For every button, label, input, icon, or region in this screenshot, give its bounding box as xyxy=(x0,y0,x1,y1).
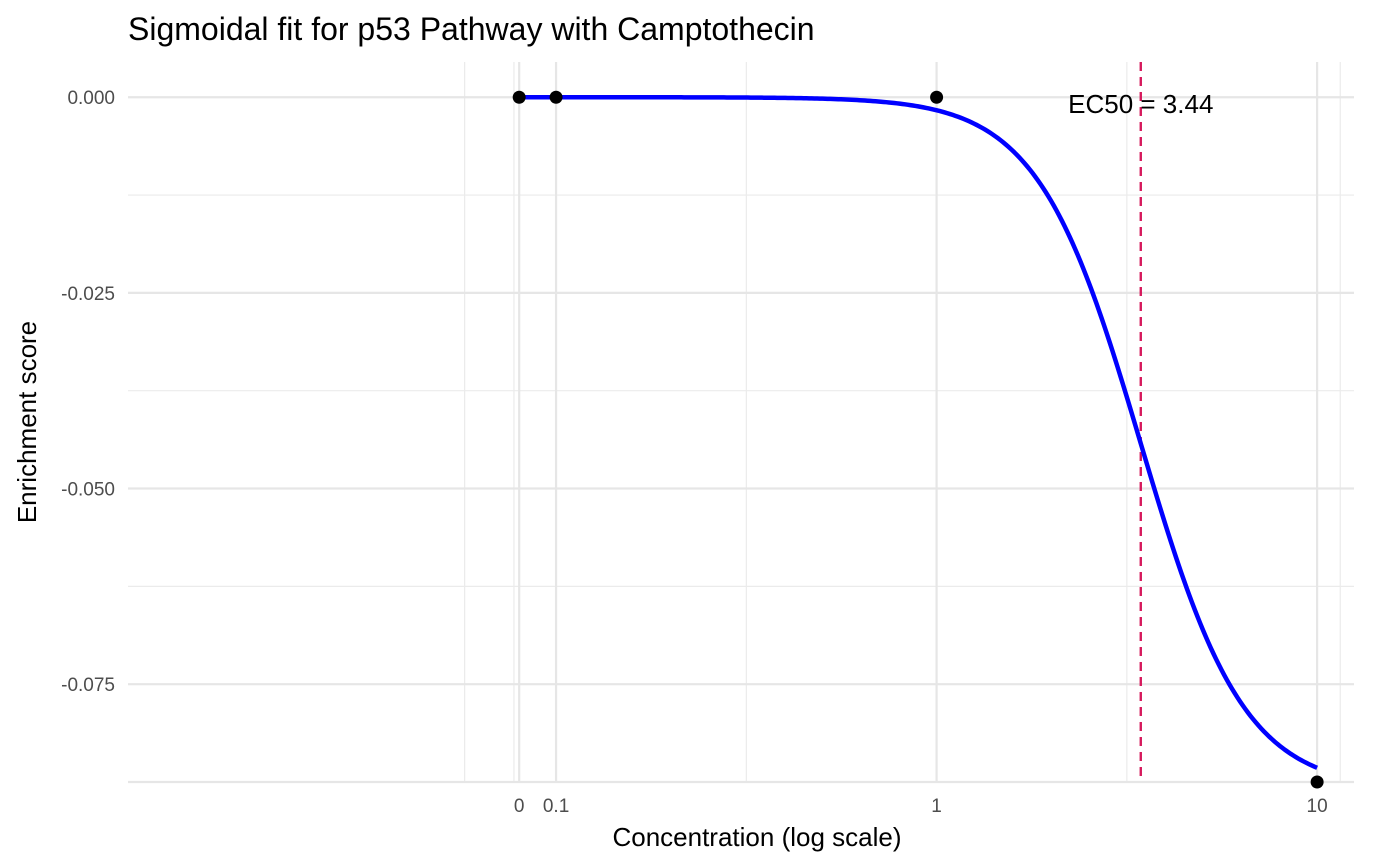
minor-gridlines xyxy=(128,62,1354,782)
x-tick-label: 1 xyxy=(931,796,942,817)
x-tick-label: 0 xyxy=(514,796,525,817)
data-point xyxy=(1310,775,1324,789)
x-tick-label: 0.1 xyxy=(543,796,569,817)
y-tick-label: -0.025 xyxy=(61,284,115,305)
x-axis-title: Concentration (log scale) xyxy=(612,822,901,852)
major-gridlines xyxy=(128,62,1354,784)
x-tick-label: 10 xyxy=(1307,796,1328,817)
ec50-annotation: EC50 = 3.44 xyxy=(1068,89,1213,119)
data-point xyxy=(549,90,563,104)
y-tick-label: -0.075 xyxy=(61,675,115,696)
data-point xyxy=(930,90,944,104)
sigmoid-fit-curve xyxy=(519,94,1318,770)
y-tick-label: -0.050 xyxy=(61,480,115,501)
data-points xyxy=(512,90,1324,789)
y-axis-title: Enrichment score xyxy=(12,321,42,523)
x-axis-ticks: 0 0.1 1 10 xyxy=(514,796,1328,817)
y-tick-label: 0.000 xyxy=(67,88,115,109)
chart-title: Sigmoidal fit for p53 Pathway with Campt… xyxy=(128,11,815,47)
data-point xyxy=(512,90,526,104)
y-axis-ticks: 0.000 -0.025 -0.050 -0.075 xyxy=(61,88,115,696)
